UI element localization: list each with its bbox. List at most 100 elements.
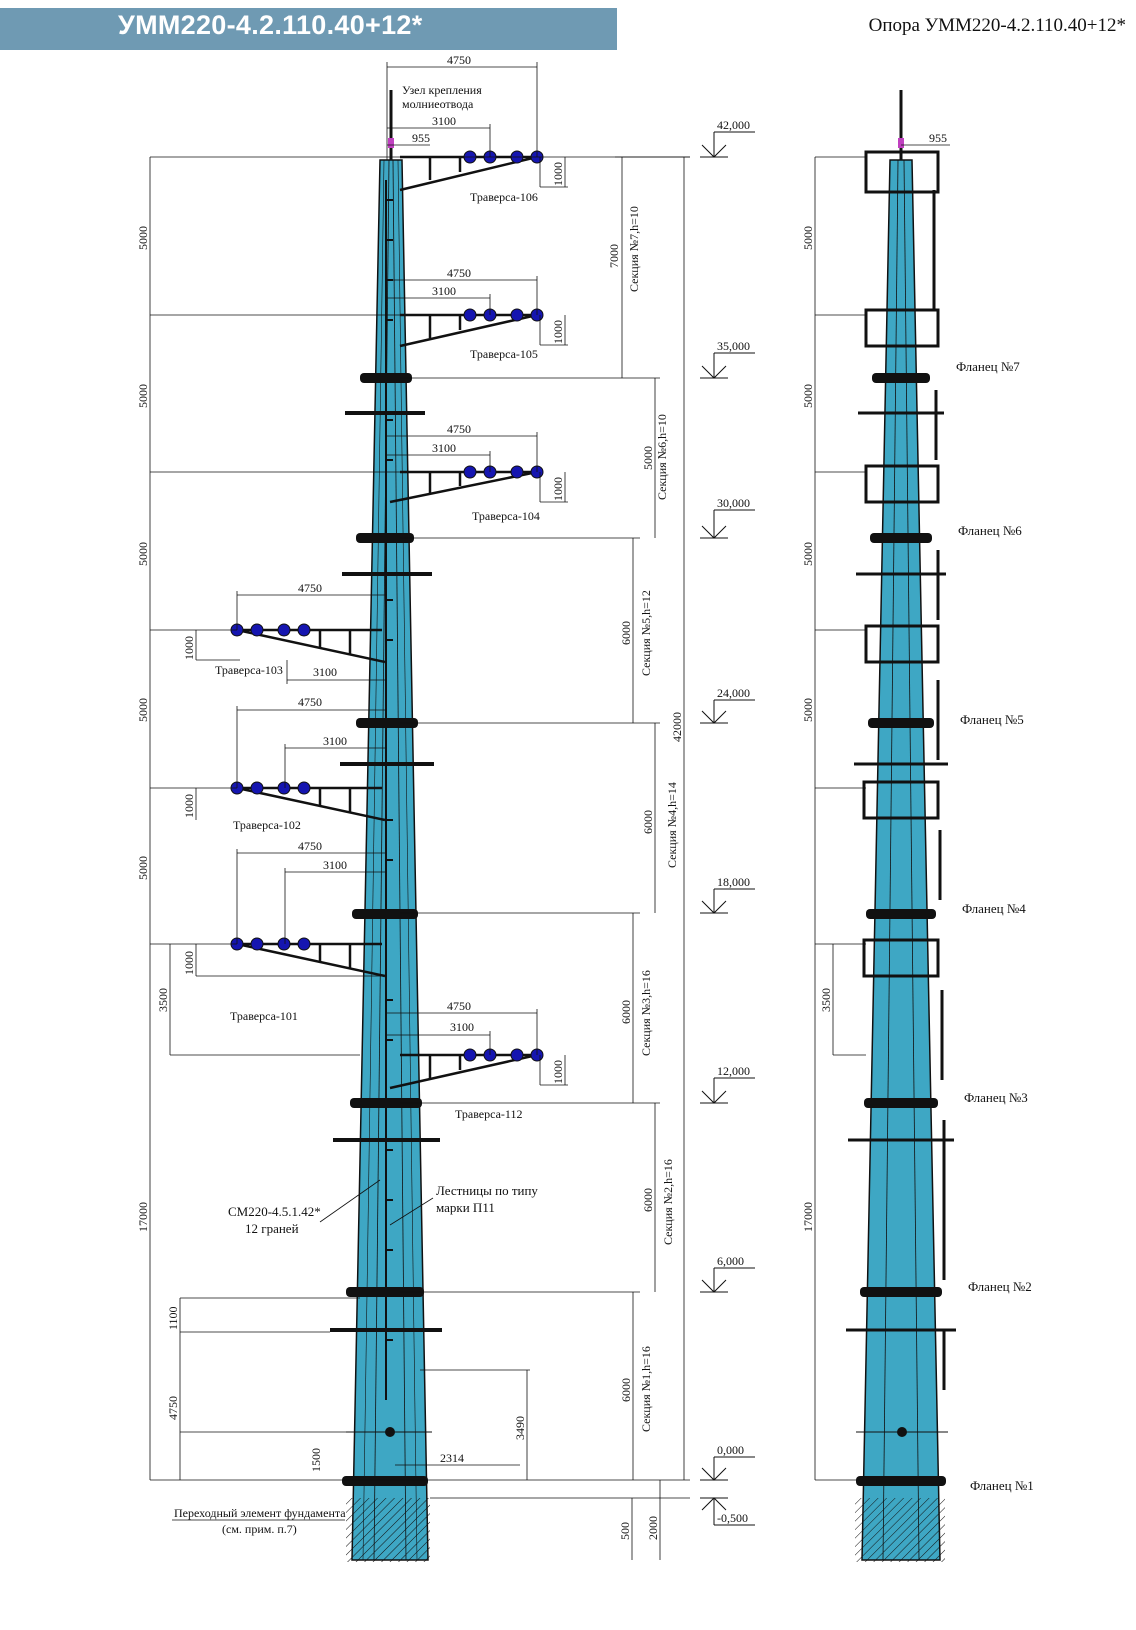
top-dim-4750: 4750 bbox=[447, 53, 471, 67]
inner-dim-1500: 1500 bbox=[309, 1448, 323, 1472]
crossarm-102-label: Траверса-102 bbox=[233, 818, 301, 832]
left-dim-6: 17000 bbox=[136, 1202, 150, 1232]
top-dim-955: 955 bbox=[412, 131, 430, 145]
flange-3-label: Фланец №3 bbox=[964, 1090, 1028, 1105]
section-6-dim: 5000 bbox=[641, 446, 655, 470]
crossarm-112-label: Траверса-112 bbox=[455, 1107, 522, 1121]
title-bar bbox=[0, 8, 617, 50]
crossarm-112-dim-1000: 1000 bbox=[551, 1060, 565, 1084]
left-dim-4: 5000 bbox=[136, 698, 150, 722]
crossarm-101-dim-4750: 4750 bbox=[298, 839, 322, 853]
inner-dim-1100: 1100 bbox=[166, 1306, 180, 1330]
side-dimension-lines bbox=[814, 144, 950, 1481]
drawing-caption: Опора УММ220-4.2.110.40+12* bbox=[868, 15, 1126, 36]
flange-1-label: Фланец №1 bbox=[970, 1478, 1034, 1493]
side-dim-4: 5000 bbox=[801, 698, 815, 722]
ladder-note-2: марки П11 bbox=[436, 1200, 495, 1215]
flange-2-label: Фланец №2 bbox=[968, 1279, 1032, 1294]
transition-note-1: Переходный элемент фундамента bbox=[174, 1506, 346, 1520]
section-4-dim: 6000 bbox=[641, 810, 655, 834]
section-3-dim: 6000 bbox=[619, 1000, 633, 1024]
inner-dim-4750: 4750 bbox=[166, 1396, 180, 1420]
section-5-dim: 6000 bbox=[619, 621, 633, 645]
flange-4-label: Фланец №4 bbox=[962, 901, 1026, 916]
crossarm-103-dim-4750: 4750 bbox=[298, 581, 322, 595]
crossarm-102-dim-1000: 1000 bbox=[182, 794, 196, 818]
side-foundation-hatch bbox=[855, 1498, 945, 1562]
section-6-label: Секция №6,h=10 bbox=[655, 414, 669, 500]
section-3-label: Секция №3,h=16 bbox=[639, 970, 653, 1056]
crossarm-102-dim-3100: 3100 bbox=[323, 734, 347, 748]
crossarm-102-dim-4750: 4750 bbox=[298, 695, 322, 709]
inner-dim-3500: 3500 bbox=[156, 988, 170, 1012]
crossarm-112-dim-4750: 4750 bbox=[447, 999, 471, 1013]
flange-5-label: Фланец №5 bbox=[960, 712, 1024, 727]
ladder-note-1: Лестницы по типу bbox=[436, 1183, 538, 1198]
top-node-label-1: Узел крепления bbox=[402, 83, 482, 97]
crossarm-112-dim-3100: 3100 bbox=[450, 1020, 474, 1034]
overall-height-dim: 42000 bbox=[670, 712, 684, 742]
crossarm-104-dim-1000: 1000 bbox=[551, 477, 565, 501]
crossarm-105-label: Траверса-105 bbox=[470, 347, 538, 361]
section-2-label: Секция №2,h=16 bbox=[661, 1159, 675, 1245]
crossarm-103-dim-3100: 3100 bbox=[313, 665, 337, 679]
elevation-markers bbox=[700, 131, 755, 1526]
lower-dim-2314: 2314 bbox=[440, 1451, 464, 1465]
elevation-minus-05: -0,500 bbox=[717, 1511, 748, 1525]
crossarm-104-label: Траверса-104 bbox=[472, 509, 540, 523]
section-1-dim: 6000 bbox=[619, 1378, 633, 1402]
elevation-30: 30,000 bbox=[717, 496, 750, 510]
section-2-dim: 6000 bbox=[641, 1188, 655, 1212]
elevation-35: 35,000 bbox=[717, 339, 750, 353]
base-dim-2000: 2000 bbox=[646, 1516, 660, 1540]
crossarm-103-dim-1000: 1000 bbox=[182, 636, 196, 660]
crossarm-105-dim-4750: 4750 bbox=[447, 266, 471, 280]
elevation-6: 6,000 bbox=[717, 1254, 744, 1268]
elevation-24: 24,000 bbox=[717, 686, 750, 700]
crossarm-105-dim-3100: 3100 bbox=[432, 284, 456, 298]
top-node-label-2: молниеотвода bbox=[402, 97, 474, 111]
side-dim-3: 5000 bbox=[801, 542, 815, 566]
crossarm-104-dim-4750: 4750 bbox=[447, 422, 471, 436]
section-1-label: Секция №1,h=16 bbox=[639, 1346, 653, 1432]
side-dim-6: 17000 bbox=[801, 1202, 815, 1232]
crossarm-101-dim-3100: 3100 bbox=[323, 858, 347, 872]
left-dim-1: 5000 bbox=[136, 226, 150, 250]
crossarm-106-label: Траверса-106 bbox=[470, 190, 538, 204]
crossarm-105-dim-1000: 1000 bbox=[551, 320, 565, 344]
crossarm-104-dim-3100: 3100 bbox=[432, 441, 456, 455]
crossarm-106-dim-1000: 1000 bbox=[551, 162, 565, 186]
crossarm-101-dim-1000: 1000 bbox=[182, 951, 196, 975]
left-dim-2: 5000 bbox=[136, 384, 150, 408]
top-dim-3100: 3100 bbox=[432, 114, 456, 128]
section-7-dim: 7000 bbox=[607, 244, 621, 268]
section-5-label: Секция №5,h=12 bbox=[639, 590, 653, 676]
crossarm-103-label: Траверса-103 bbox=[215, 663, 283, 677]
front-pole bbox=[330, 90, 442, 1561]
flange-7-label: Фланец №7 bbox=[956, 359, 1020, 374]
side-dim-2: 5000 bbox=[801, 384, 815, 408]
flange-6-label: Фланец №6 bbox=[958, 523, 1022, 538]
side-dim-5: 3500 bbox=[819, 988, 833, 1012]
side-pole bbox=[846, 90, 956, 1561]
shaft-note-1: СМ220-4.5.1.42* bbox=[228, 1204, 321, 1219]
page-title: УММ220-4.2.110.40+12* bbox=[118, 10, 423, 40]
elevation-12: 12,000 bbox=[717, 1064, 750, 1078]
elevation-0: 0,000 bbox=[717, 1443, 744, 1457]
lower-dim-3490: 3490 bbox=[513, 1416, 527, 1440]
elevation-42: 42,000 bbox=[717, 118, 750, 132]
shaft-note-2: 12 граней bbox=[245, 1221, 299, 1236]
elevation-18: 18,000 bbox=[717, 875, 750, 889]
section-7-label: Секция №7,h=10 bbox=[627, 206, 641, 292]
dimension-lines bbox=[149, 62, 690, 1560]
transition-note-2: (см. прим. п.7) bbox=[222, 1522, 297, 1536]
side-dim-1: 5000 bbox=[801, 226, 815, 250]
base-dim-500: 500 bbox=[618, 1522, 632, 1540]
section-4-label: Секция №4,h=14 bbox=[665, 782, 679, 868]
side-top-dim: 955 bbox=[929, 131, 947, 145]
crossarm-101-label: Траверса-101 bbox=[230, 1009, 298, 1023]
left-dim-5: 5000 bbox=[136, 856, 150, 880]
foundation-hatch bbox=[346, 1498, 430, 1562]
left-dim-3: 5000 bbox=[136, 542, 150, 566]
